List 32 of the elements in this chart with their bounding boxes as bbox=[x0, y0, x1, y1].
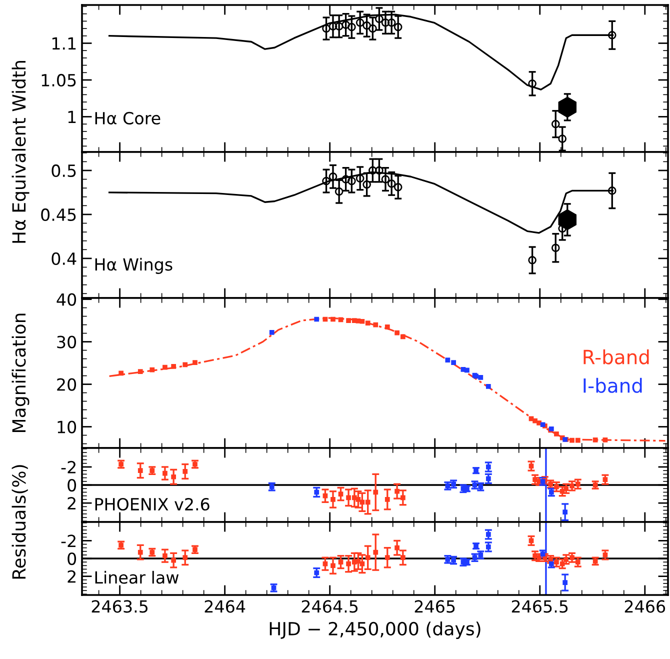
y-axis-title: Magnification bbox=[12, 314, 30, 432]
y-tick-label: 1 bbox=[68, 110, 76, 124]
y-tick-label: 40 bbox=[56, 293, 76, 306]
x-axis-title: HJD − 2,450,000 (days) bbox=[270, 622, 480, 640]
x-tick-label: 2466 bbox=[624, 600, 666, 613]
x-tick-label: 2464.5 bbox=[302, 600, 358, 613]
annotation: Hα Wings bbox=[95, 258, 172, 274]
text: R-band bbox=[584, 349, 649, 364]
y-axis-title: Residuals(%) bbox=[12, 465, 28, 579]
y-tick-label: 0 bbox=[68, 552, 76, 566]
text: I-band bbox=[584, 378, 642, 393]
y-tick-label: 0.4 bbox=[52, 252, 76, 265]
x-tick-label: 2463.5 bbox=[92, 600, 148, 613]
y-tick-label: 0.45 bbox=[41, 208, 76, 222]
annotation: Linear law bbox=[95, 570, 179, 584]
x-tick-label: 2465 bbox=[414, 600, 455, 613]
y-tick-label: 0 bbox=[68, 478, 76, 492]
y-tick-label: 20 bbox=[57, 378, 76, 391]
y-tick-label: 1.05 bbox=[42, 74, 76, 87]
y-tick-label: 2 bbox=[68, 497, 76, 510]
x-tick-label: 2464 bbox=[204, 600, 246, 613]
annotation: Hα Core bbox=[95, 112, 160, 124]
y-tick-label: 30 bbox=[57, 336, 76, 348]
y-tick-label: -2 bbox=[61, 460, 76, 474]
y-axis-title: Hα Equivalent Width bbox=[12, 60, 30, 243]
x-tick-label: 2465.5 bbox=[512, 600, 568, 613]
y-tick-label: 0.5 bbox=[52, 164, 76, 178]
y-tick-label: -2 bbox=[61, 534, 76, 548]
y-tick-label: 1.1 bbox=[52, 37, 76, 50]
y-tick-label: 10 bbox=[58, 420, 76, 434]
y-tick-label: 2 bbox=[68, 570, 76, 583]
annotation: PHOENIX v2.6 bbox=[95, 498, 210, 511]
